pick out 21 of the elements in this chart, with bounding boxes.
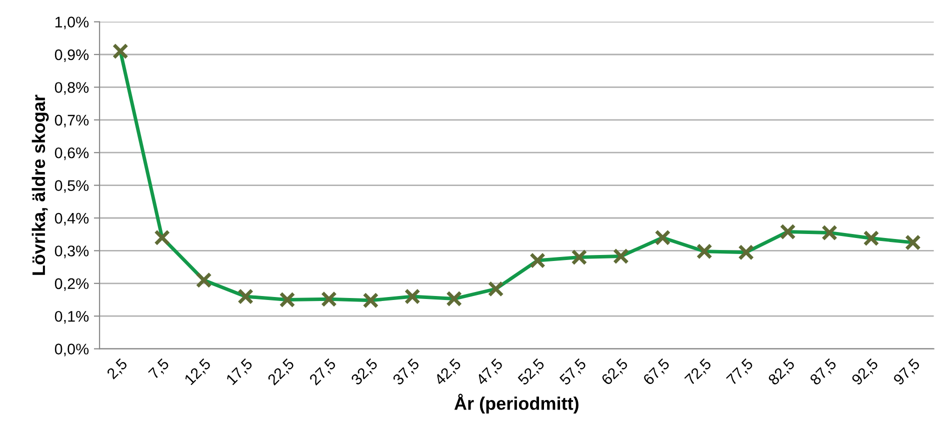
- y-tick-label: 0,5%: [54, 180, 89, 193]
- y-tick-label: 0,8%: [54, 82, 89, 95]
- y-tick-label: 0,2%: [54, 278, 89, 291]
- x-tick-label: 67,5: [642, 358, 672, 387]
- x-tick-label: 2,5: [106, 358, 130, 381]
- y-tick-label: 0,4%: [54, 212, 89, 226]
- y-tick-label: 0,6%: [54, 147, 89, 160]
- y-tick-label: 0,9%: [54, 49, 89, 62]
- y-tick-label: 0,7%: [54, 114, 89, 128]
- y-axis-title: Lövrika, äldre skogar: [32, 94, 49, 275]
- x-tick-label: 47,5: [475, 358, 505, 388]
- x-tick-label: 42,5: [434, 358, 463, 388]
- x-tick-label: 62,5: [600, 358, 630, 387]
- x-tick-label: 72,5: [684, 358, 714, 387]
- x-axis-title: År (periodmitt): [454, 394, 578, 414]
- x-tick-label: 77,5: [726, 358, 755, 387]
- y-tick-label: 0,3%: [54, 246, 89, 258]
- y-tick-label: 0,0%: [54, 344, 89, 356]
- y-tick-label: 0,1%: [54, 310, 89, 324]
- y-tick-label: 1,0%: [55, 16, 89, 30]
- x-tick-label: 7,5: [148, 358, 171, 381]
